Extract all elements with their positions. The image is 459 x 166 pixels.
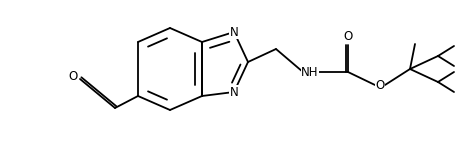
Text: O: O (375, 79, 385, 91)
Text: N: N (230, 85, 238, 98)
Text: O: O (68, 70, 78, 83)
Text: N: N (230, 26, 238, 39)
Text: NH: NH (301, 66, 319, 79)
Text: O: O (343, 30, 353, 42)
